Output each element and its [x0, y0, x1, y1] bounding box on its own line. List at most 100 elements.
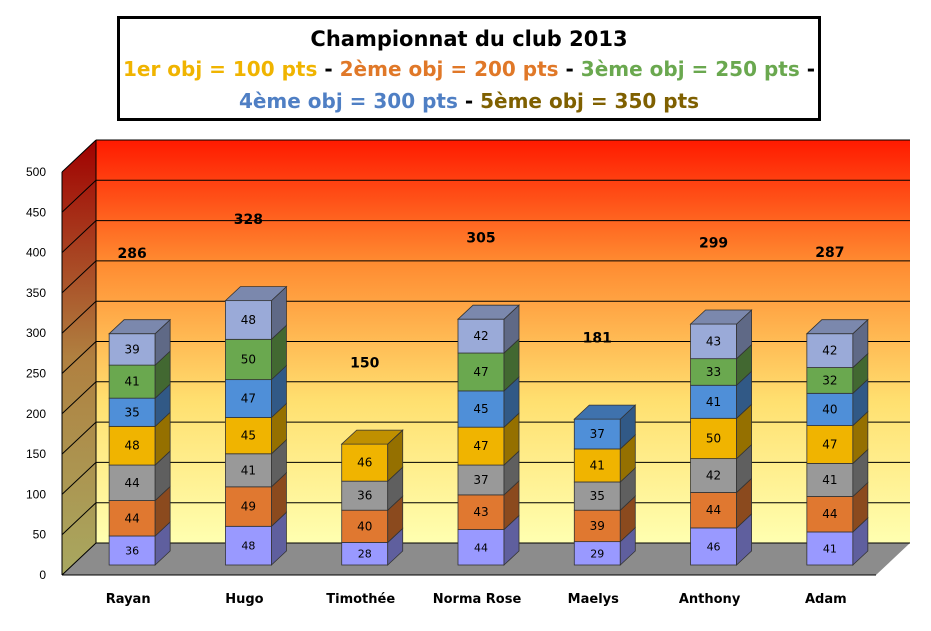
- bar-segment-label: 41: [125, 375, 140, 389]
- bar-total-label: 328: [234, 212, 263, 228]
- bar-segment: [108, 425, 156, 466]
- bar-segment-label: 41: [822, 473, 837, 487]
- x-category-label: Rayan: [106, 592, 151, 607]
- legend-line-1-part-5: -: [799, 57, 815, 81]
- gridline-side: [61, 260, 97, 294]
- y-tick-label: 450: [26, 205, 46, 219]
- bar-total-label: 299: [699, 235, 728, 251]
- bar-total-label: 150: [350, 356, 379, 372]
- bar-segment: [573, 509, 621, 543]
- bar-segment: [690, 417, 737, 460]
- bar-segment: [690, 323, 737, 360]
- bar-segment: [573, 448, 621, 483]
- gridline-side: [61, 542, 97, 576]
- y-tick-label: 0: [39, 568, 46, 582]
- y-tick-label: 200: [26, 407, 46, 421]
- bar-segment-label: 50: [706, 431, 721, 445]
- bar-segment-top: [689, 309, 753, 325]
- bar-segment: [108, 500, 156, 537]
- bar-segment: [690, 492, 737, 529]
- legend-line-2-part-2: 5ème obj = 350 pts: [480, 89, 700, 113]
- bar-segment: [573, 481, 621, 511]
- bar-segment-top: [224, 286, 288, 302]
- bar-segment-label: 29: [590, 547, 604, 560]
- bar-segment-top: [573, 404, 637, 420]
- bar-segment-top: [456, 304, 521, 320]
- bar-segment-label: 41: [590, 458, 605, 472]
- bar-segment-label: 42: [473, 329, 488, 343]
- bar-segment-label: 42: [822, 344, 837, 358]
- bar-segment-label: 39: [125, 342, 140, 356]
- bar-segment-label: 44: [706, 503, 721, 517]
- legend-line-2-part-1: -: [457, 89, 481, 113]
- y-tick-label: 150: [26, 447, 46, 461]
- bar-segment-label: 40: [822, 402, 837, 416]
- bar-segment-label: 39: [590, 519, 605, 533]
- bar-segment-label: 42: [706, 469, 721, 483]
- bar-segment-label: 47: [473, 439, 488, 453]
- gridline-side: [61, 381, 97, 415]
- y-tick-label: 300: [26, 326, 46, 340]
- x-category-label: Hugo: [225, 592, 263, 607]
- y-tick-label: 350: [26, 286, 46, 300]
- x-category-label: Anthony: [679, 592, 741, 607]
- bar-segment-label: 46: [707, 540, 721, 553]
- bar-segment-label: 44: [125, 511, 140, 525]
- bar-segment-label: 48: [241, 313, 256, 327]
- bar-segment: [457, 390, 505, 428]
- bar-segment-label: 43: [473, 505, 488, 519]
- bar-total-label: 286: [118, 246, 147, 262]
- bar-total-label: 305: [466, 231, 495, 247]
- bar-segment-label: 35: [125, 405, 140, 419]
- gridline-side: [61, 139, 97, 173]
- legend-line-1: 1er obj = 100 pts - 2ème obj = 200 pts -…: [120, 53, 818, 85]
- bar-segment-label: 48: [241, 540, 255, 553]
- x-category-label: Timothée: [326, 592, 395, 607]
- bar-segment-label: 41: [241, 463, 256, 477]
- bar-total-label: 181: [583, 331, 612, 347]
- gridline-side: [61, 179, 97, 213]
- bar-segment-label: 36: [357, 489, 372, 503]
- gridline-side: [61, 300, 97, 334]
- bar-total-label: 287: [815, 245, 844, 261]
- gridline-side: [61, 220, 97, 253]
- x-category-label: Adam: [805, 592, 847, 607]
- y-tick-label: 50: [33, 528, 47, 542]
- legend-line-1-part-2: 2ème obj = 200 pts: [339, 57, 559, 81]
- bar-segment-label: 46: [357, 456, 372, 470]
- bar-segment: [225, 338, 272, 381]
- bar-segment-label: 44: [822, 507, 837, 521]
- x-category-label: Maelys: [568, 592, 619, 607]
- y-tick-label: 500: [26, 165, 46, 179]
- bar-segment-label: 33: [706, 365, 721, 379]
- bar-segment: [690, 458, 737, 493]
- bar-segment-label: 41: [823, 542, 837, 555]
- bar-segment-label: 45: [473, 402, 488, 416]
- bar-segment-label: 47: [822, 438, 837, 452]
- legend-line-1-part-3: -: [558, 57, 581, 81]
- bar-segment: [225, 486, 272, 527]
- bar-segment-top: [340, 429, 404, 445]
- gridline-side: [61, 462, 97, 495]
- chart-title: Championnat du club 2013: [310, 27, 628, 51]
- bar-segment-label: 41: [706, 395, 721, 409]
- bar-segment: [806, 333, 854, 368]
- bar-segment: [457, 426, 505, 466]
- bar-segment-label: 44: [125, 476, 140, 490]
- bar-segment-label: 50: [241, 352, 256, 366]
- legend-line-1-part-4: 3ème obj = 250 pts: [580, 57, 800, 81]
- bar-segment-label: 48: [125, 439, 140, 453]
- bar-segment-label: 28: [358, 548, 372, 561]
- gridline-side: [61, 421, 97, 455]
- legend-line-2-part-0: 4ème obj = 300 pts: [238, 89, 458, 113]
- y-tick-label: 400: [26, 246, 46, 260]
- bar-segment-label: 37: [473, 473, 488, 487]
- bar-segment-label: 44: [474, 541, 488, 554]
- x-category-label: Norma Rose: [433, 592, 522, 607]
- bar-segment-label: 35: [590, 489, 605, 503]
- bar-segment-label: 32: [822, 373, 837, 387]
- bar-segment-label: 36: [125, 544, 139, 557]
- legend-line-2: 4ème obj = 300 pts - 5ème obj = 350 pts: [120, 85, 818, 117]
- bar-segment: [341, 443, 389, 482]
